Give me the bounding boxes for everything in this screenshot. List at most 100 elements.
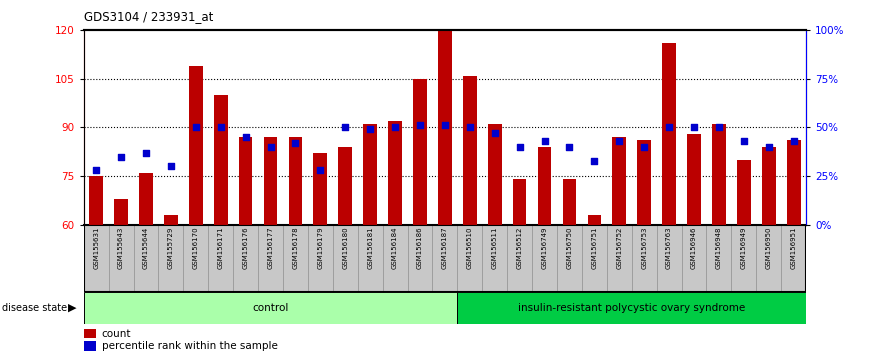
Bar bbox=[781, 225, 806, 292]
Text: GSM156753: GSM156753 bbox=[641, 227, 648, 269]
Text: GSM156511: GSM156511 bbox=[492, 227, 498, 269]
Bar bbox=[189, 66, 203, 225]
Bar bbox=[382, 225, 408, 292]
Bar bbox=[84, 292, 457, 324]
Bar bbox=[134, 225, 159, 292]
Text: count: count bbox=[102, 329, 131, 339]
Text: GSM156181: GSM156181 bbox=[367, 227, 374, 269]
Text: GSM156187: GSM156187 bbox=[442, 227, 448, 269]
Bar bbox=[208, 225, 233, 292]
Bar bbox=[756, 225, 781, 292]
Text: GSM156946: GSM156946 bbox=[691, 227, 697, 269]
Text: GSM156750: GSM156750 bbox=[566, 227, 573, 269]
Text: GSM155729: GSM155729 bbox=[168, 227, 174, 269]
Bar bbox=[108, 225, 134, 292]
Bar bbox=[408, 225, 433, 292]
Bar bbox=[283, 225, 307, 292]
Bar bbox=[632, 225, 656, 292]
Bar bbox=[84, 341, 96, 351]
Point bbox=[314, 167, 328, 173]
Text: GSM156751: GSM156751 bbox=[591, 227, 597, 269]
Bar bbox=[557, 225, 582, 292]
Bar bbox=[482, 225, 507, 292]
Bar bbox=[537, 147, 552, 225]
Bar bbox=[532, 225, 557, 292]
Text: GSM156948: GSM156948 bbox=[716, 227, 722, 269]
Text: GSM156171: GSM156171 bbox=[218, 227, 224, 269]
Bar bbox=[233, 225, 258, 292]
Bar bbox=[762, 147, 775, 225]
Bar bbox=[258, 225, 283, 292]
Bar bbox=[737, 160, 751, 225]
Bar bbox=[333, 225, 358, 292]
Bar bbox=[183, 225, 208, 292]
Point bbox=[687, 125, 701, 130]
Text: GSM156184: GSM156184 bbox=[392, 227, 398, 269]
Point bbox=[787, 138, 801, 144]
Point bbox=[637, 144, 651, 150]
Text: GSM156950: GSM156950 bbox=[766, 227, 772, 269]
Point bbox=[463, 125, 477, 130]
Point bbox=[612, 138, 626, 144]
Point bbox=[189, 125, 203, 130]
Point bbox=[488, 131, 502, 136]
Text: GSM155631: GSM155631 bbox=[93, 227, 100, 269]
Bar bbox=[84, 329, 96, 338]
Text: GSM156179: GSM156179 bbox=[317, 227, 323, 269]
Point bbox=[214, 125, 228, 130]
Bar bbox=[115, 199, 128, 225]
Bar bbox=[582, 225, 607, 292]
Bar bbox=[607, 225, 632, 292]
Bar bbox=[358, 225, 382, 292]
Point bbox=[513, 144, 527, 150]
Bar bbox=[338, 147, 352, 225]
Bar bbox=[438, 30, 452, 225]
Bar bbox=[363, 124, 377, 225]
Text: GSM155643: GSM155643 bbox=[118, 227, 124, 269]
Text: insulin-resistant polycystic ovary syndrome: insulin-resistant polycystic ovary syndr… bbox=[518, 303, 745, 313]
Point bbox=[263, 144, 278, 150]
Text: GSM156951: GSM156951 bbox=[790, 227, 796, 269]
Bar bbox=[239, 137, 253, 225]
Bar bbox=[457, 225, 482, 292]
Point bbox=[537, 138, 552, 144]
Bar bbox=[389, 121, 402, 225]
Bar bbox=[588, 215, 601, 225]
Bar bbox=[307, 225, 333, 292]
Text: GSM156752: GSM156752 bbox=[617, 227, 622, 269]
Bar bbox=[457, 292, 806, 324]
Point bbox=[288, 140, 302, 146]
Text: GSM156180: GSM156180 bbox=[342, 227, 348, 269]
Bar bbox=[663, 43, 676, 225]
Bar bbox=[637, 141, 651, 225]
Bar bbox=[139, 173, 152, 225]
Text: GSM156763: GSM156763 bbox=[666, 227, 672, 269]
Text: GSM156170: GSM156170 bbox=[193, 227, 199, 269]
Text: percentile rank within the sample: percentile rank within the sample bbox=[102, 341, 278, 351]
Bar bbox=[507, 225, 532, 292]
Point bbox=[89, 167, 103, 173]
Point bbox=[413, 123, 427, 129]
Bar bbox=[433, 225, 457, 292]
Text: GSM156186: GSM156186 bbox=[417, 227, 423, 269]
Bar bbox=[612, 137, 626, 225]
Bar bbox=[731, 225, 756, 292]
Point bbox=[562, 144, 576, 150]
Bar bbox=[463, 75, 477, 225]
Bar bbox=[687, 134, 701, 225]
Bar bbox=[712, 124, 726, 225]
Bar bbox=[289, 137, 302, 225]
Text: disease state: disease state bbox=[2, 303, 67, 313]
Text: GDS3104 / 233931_at: GDS3104 / 233931_at bbox=[84, 10, 213, 23]
Point bbox=[114, 154, 128, 159]
Point bbox=[388, 125, 402, 130]
Bar bbox=[314, 153, 327, 225]
Text: GSM156178: GSM156178 bbox=[292, 227, 299, 269]
Bar bbox=[164, 215, 178, 225]
Point bbox=[338, 125, 352, 130]
Point bbox=[737, 138, 751, 144]
Bar bbox=[682, 225, 707, 292]
Bar bbox=[263, 137, 278, 225]
Point bbox=[438, 123, 452, 129]
Bar bbox=[413, 79, 426, 225]
